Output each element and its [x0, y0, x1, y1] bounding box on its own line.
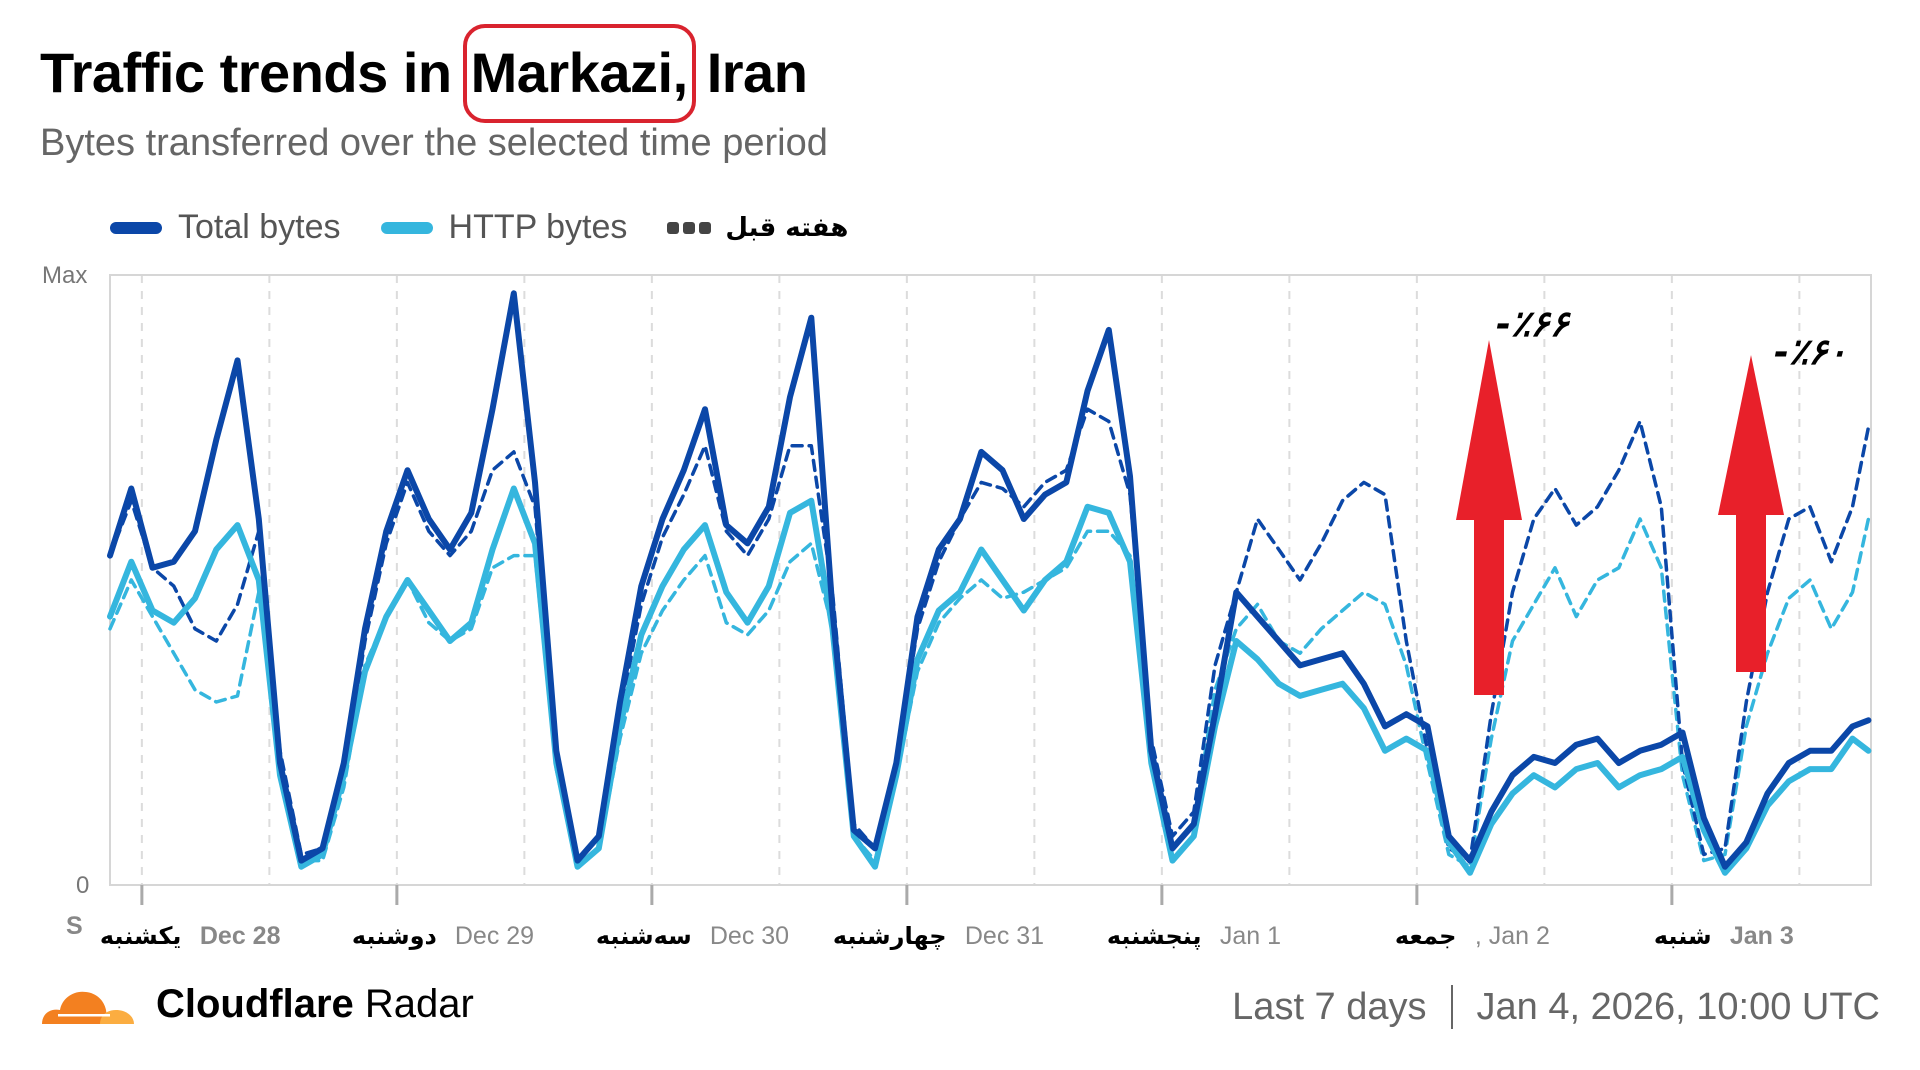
x-axis-start-label: S	[66, 912, 83, 940]
x-label-date: Dec 28	[199, 922, 281, 950]
chart-legend: Total bytes HTTP bytes هفته قبل	[110, 208, 888, 247]
series-line-http-bytes-previous-week-	[108, 517, 1871, 869]
red-arrow-up-icon	[1456, 340, 1522, 695]
legend-swatch-total	[110, 221, 162, 234]
legend-item-total-bytes[interactable]: Total bytes	[110, 208, 341, 247]
cloudflare-radar-logo: Cloudflare Radar	[38, 980, 474, 1028]
legend-swatch-http	[380, 221, 433, 234]
x-label-weekday: دوشنبه	[351, 922, 437, 950]
series-line-http-bytes	[107, 485, 1872, 876]
timestamp-label: Jan 4, 2026, 10:00 UTC	[1476, 985, 1880, 1028]
x-label-date: Dec 31	[964, 922, 1045, 950]
x-label-weekday: جمعه	[1394, 922, 1457, 950]
x-label-weekday: یکشنبه	[99, 922, 182, 950]
series-line-total-bytes-previous-week-	[108, 407, 1871, 863]
legend-swatch-dashed	[667, 221, 712, 234]
title-suffix: Iran	[691, 41, 808, 104]
x-label-date: Dec 29	[454, 922, 535, 950]
title-highlight-markazi: Markazi,	[462, 24, 696, 123]
time-range-info: Last 7 days Jan 4, 2026, 10:00 UTC	[1232, 985, 1880, 1029]
date-range-label: Last 7 days	[1232, 985, 1427, 1028]
chart-series	[107, 290, 1872, 876]
red-arrow-up-icon	[1718, 355, 1784, 672]
x-label-date: Dec 30	[709, 922, 790, 950]
plot-frame	[109, 274, 1872, 886]
legend-label: Total bytes	[178, 208, 341, 246]
cloudflare-cloud-icon	[42, 991, 134, 1024]
legend-label: HTTP bytes	[448, 208, 628, 246]
x-label-weekday: سه‌شنبه	[595, 922, 692, 950]
chart-gridlines	[140, 275, 1801, 885]
x-label-weekday: پنجشنبه	[1106, 922, 1202, 950]
page-subtitle: Bytes transferred over the selected time…	[40, 122, 828, 164]
legend-item-previous-week[interactable]: هفته قبل	[667, 213, 848, 243]
annotation-arrows	[1456, 340, 1784, 695]
y-axis-max-label: Max	[42, 262, 88, 289]
page-title: Traffic trends in Markazi, Iran	[40, 24, 808, 123]
x-label-weekday: چهارشنبه	[832, 922, 947, 950]
legend-item-http-bytes[interactable]: HTTP bytes	[380, 208, 628, 247]
legend-label: هفته قبل	[725, 212, 849, 243]
x-label-date: , Jan 2	[1474, 922, 1550, 950]
series-line-total-bytes	[107, 290, 1872, 870]
title-prefix: Traffic trends in	[40, 41, 467, 104]
separator	[1450, 985, 1453, 1029]
x-label-date: Jan 3	[1729, 922, 1794, 950]
y-axis-zero-label: 0	[76, 872, 90, 899]
x-axis-ticks	[140, 885, 1674, 905]
annotation-jan2-drop: -٪۶۶	[1496, 304, 1569, 345]
annotation-jan3-drop: -٪۶۰	[1774, 332, 1847, 373]
x-label-weekday: شنبه	[1653, 922, 1712, 950]
brand-name: Cloudflare Radar	[156, 981, 474, 1026]
x-label-date: Jan 1	[1219, 922, 1282, 950]
